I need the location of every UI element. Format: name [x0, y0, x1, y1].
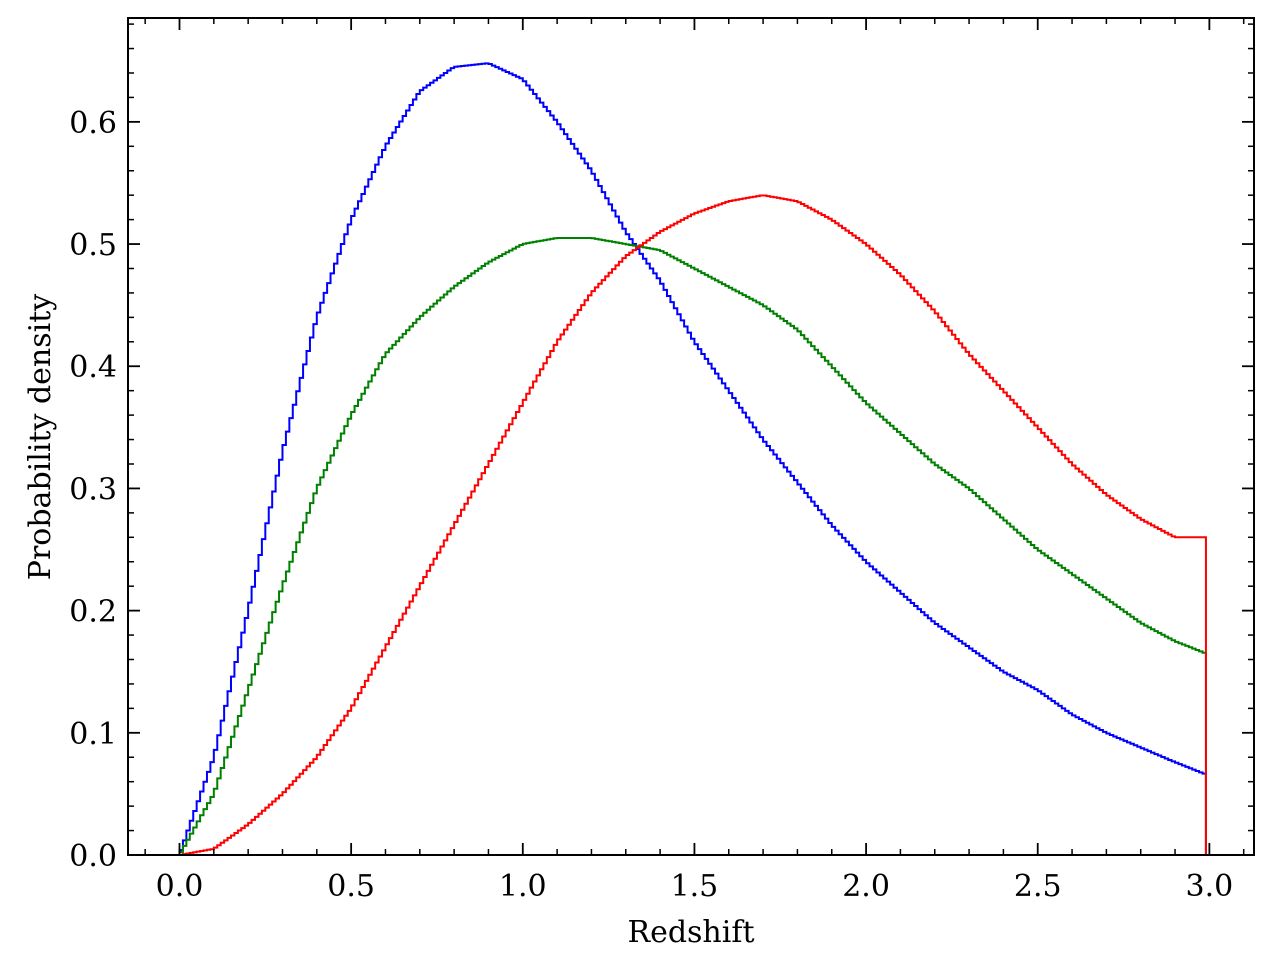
series-layer [178, 62, 1207, 856]
x-axis-label: Redshift [627, 915, 754, 950]
y-tick-label: 0.2 [69, 595, 117, 630]
x-tick-label: 2.0 [842, 869, 890, 904]
x-tick-label: 1.0 [499, 869, 547, 904]
y-tick-label: 0.6 [69, 106, 117, 141]
plot-frame [127, 17, 1255, 856]
y-tick-label: 0.0 [69, 839, 117, 874]
y-axis-ticks: 0.0 0.1 0.2 0.3 0.4 0.5 0.6 [69, 106, 1254, 874]
x-tick-label: 2.5 [1014, 869, 1062, 904]
x-axis-ticks: 0.0 0.5 1.0 1.5 2.0 2.5 3.0 [156, 18, 1234, 904]
y-axis-label: Probability density [23, 294, 58, 581]
series-line-3 [178, 194, 1207, 856]
x-tick-label: 0.5 [327, 869, 375, 904]
y-tick-label: 0.1 [69, 717, 117, 752]
x-tick-label: 0.0 [156, 869, 204, 904]
series-line-2 [178, 236, 1207, 855]
x-tick-label: 1.5 [671, 869, 719, 904]
minor-ticks [128, 18, 1254, 855]
y-tick-label: 0.4 [69, 350, 117, 385]
y-tick-label: 0.5 [69, 228, 117, 263]
x-tick-label: 3.0 [1186, 869, 1234, 904]
series-line-1 [178, 62, 1207, 855]
y-tick-label: 0.3 [69, 472, 117, 507]
